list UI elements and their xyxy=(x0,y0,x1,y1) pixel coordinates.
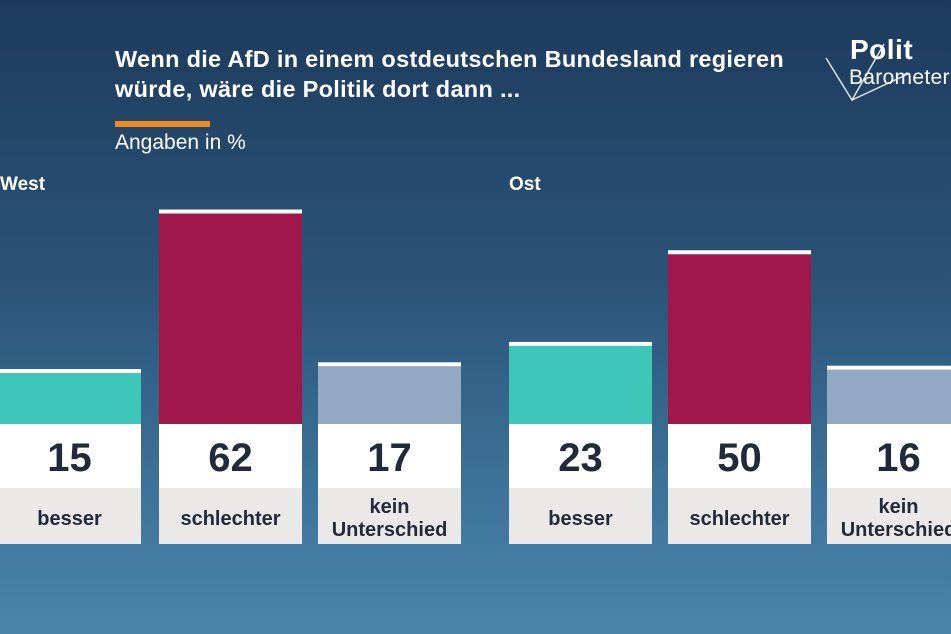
label-box-ost-schlechter xyxy=(668,488,811,544)
value-label-west-kein-unterschied: 17 xyxy=(367,436,412,480)
value-label-ost-schlechter: 50 xyxy=(717,436,762,480)
label-box-ost-kein-unterschied xyxy=(827,488,951,544)
label-box-west-kein-unterschied xyxy=(318,488,461,544)
label-box-west-schlechter xyxy=(159,488,302,544)
bar-west-kein-unterschied xyxy=(318,366,461,424)
category-label-west-kein-unterschied-line2: Unterschied xyxy=(332,519,448,541)
value-box-west-schlechter xyxy=(159,424,302,488)
panel-label-ost: Ost xyxy=(509,174,541,195)
label-box-ost-besser xyxy=(509,488,652,544)
chart-title: Wenn die AfD in einem ostdeutschen Bunde… xyxy=(115,46,785,102)
value-label-ost-kein-unterschied: 16 xyxy=(876,436,921,480)
accent-line xyxy=(115,121,210,127)
bar-west-schlechter xyxy=(159,213,302,424)
bar-cap-ost-kein-unterschied xyxy=(827,365,951,370)
chart-subtitle: Angaben in % xyxy=(115,131,246,154)
category-label-ost-schlechter: schlechter xyxy=(689,508,789,530)
bar-cap-ost-schlechter xyxy=(668,250,811,255)
bar-cap-west-schlechter xyxy=(159,209,302,214)
category-label-west-kein-unterschied-line1: kein xyxy=(369,496,409,518)
value-box-ost-kein-unterschied xyxy=(827,424,951,488)
category-label-west-besser: besser xyxy=(37,508,102,530)
category-label-west-schlechter: schlechter xyxy=(180,508,280,530)
value-label-ost-besser: 23 xyxy=(558,436,603,480)
value-box-west-besser xyxy=(0,424,141,488)
value-box-ost-schlechter xyxy=(668,424,811,488)
label-box-west-besser xyxy=(0,488,141,544)
panel-label-west: West xyxy=(0,174,46,195)
value-label-west-besser: 15 xyxy=(47,436,92,480)
bar-ost-besser xyxy=(509,345,652,424)
logo-text-barometer: Barometer xyxy=(849,66,950,89)
bar-ost-schlechter xyxy=(668,254,811,424)
value-box-west-kein-unterschied xyxy=(318,424,461,488)
category-label-ost-kein-unterschied-line1: kein xyxy=(878,496,918,518)
bar-west-besser xyxy=(0,373,141,424)
politbarometer-logo: Polit Barometer xyxy=(822,30,951,110)
logo-check-icon xyxy=(825,43,909,102)
value-box-ost-besser xyxy=(509,424,652,488)
bar-cap-ost-besser xyxy=(509,341,652,346)
bar-cap-west-kein-unterschied xyxy=(318,362,461,367)
bar-cap-west-besser xyxy=(0,369,141,374)
category-label-ost-kein-unterschied-line2: Unterschied xyxy=(841,519,951,541)
value-label-west-schlechter: 62 xyxy=(208,436,253,480)
category-label-ost-besser: besser xyxy=(548,508,613,530)
logo-text-polit: Polit xyxy=(850,34,914,65)
bar-ost-kein-unterschied xyxy=(827,369,951,424)
